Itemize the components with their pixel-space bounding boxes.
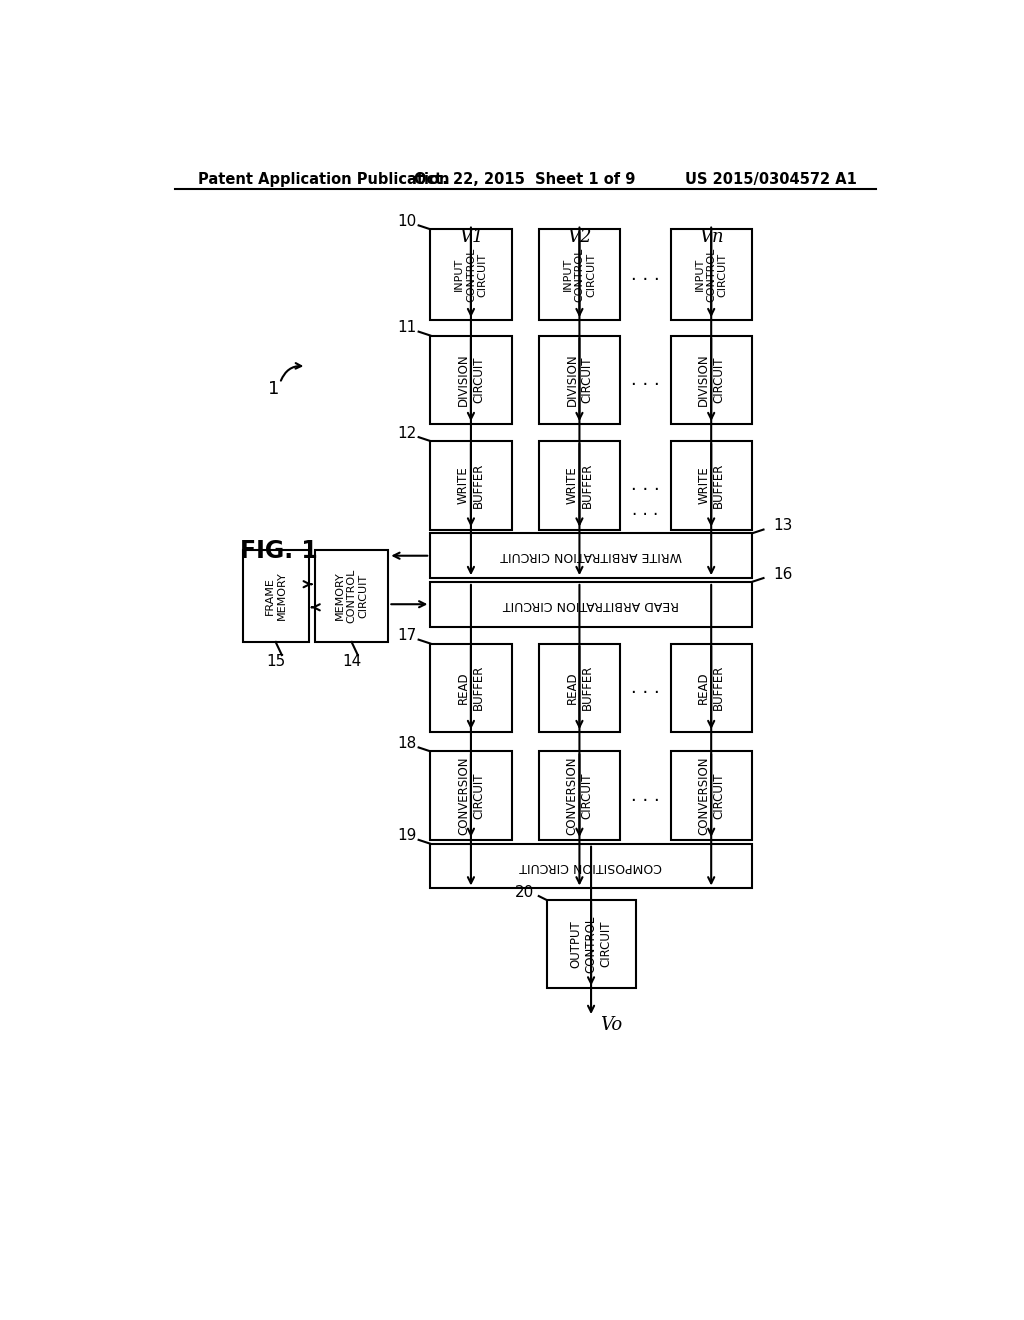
Text: WRITE
BUFFER: WRITE BUFFER (697, 462, 725, 508)
Bar (539, 230, 621, 321)
Text: 11: 11 (397, 321, 417, 335)
Bar (539, 751, 621, 840)
Text: OUTPUT
CONTROL
CIRCUIT: OUTPUT CONTROL CIRCUIT (569, 916, 612, 973)
Text: . . .: . . . (631, 678, 659, 697)
Bar (547, 900, 636, 989)
Text: WRITE
BUFFER: WRITE BUFFER (565, 462, 594, 508)
Bar (671, 751, 752, 840)
Text: . . .: . . . (632, 500, 658, 519)
Text: FIG. 1: FIG. 1 (241, 539, 318, 564)
Text: CONVERSION
CIRCUIT: CONVERSION CIRCUIT (697, 756, 725, 834)
Text: CONVERSION
CIRCUIT: CONVERSION CIRCUIT (565, 756, 594, 834)
Text: . . .: . . . (631, 371, 659, 389)
Text: FRAME
MEMORY: FRAME MEMORY (265, 572, 287, 620)
Text: 16: 16 (773, 566, 793, 582)
Text: DIVISION
CIRCUIT: DIVISION CIRCUIT (457, 354, 485, 407)
Text: 1: 1 (268, 380, 280, 399)
Bar (430, 335, 512, 424)
Text: . . .: . . . (631, 265, 659, 284)
Text: INPUT
CONTROL
CIRCUIT: INPUT CONTROL CIRCUIT (563, 247, 596, 302)
Bar (430, 843, 752, 888)
Bar (539, 644, 621, 733)
Text: Vo: Vo (600, 1015, 623, 1034)
Text: 13: 13 (773, 519, 793, 533)
Text: Oct. 22, 2015  Sheet 1 of 9: Oct. 22, 2015 Sheet 1 of 9 (414, 172, 636, 186)
Bar (314, 549, 388, 642)
Text: READ
BUFFER: READ BUFFER (697, 665, 725, 710)
Text: CONVERSION
CIRCUIT: CONVERSION CIRCUIT (457, 756, 485, 834)
Bar (671, 644, 752, 733)
Text: 14: 14 (342, 653, 361, 669)
Text: Patent Application Publication: Patent Application Publication (198, 172, 450, 186)
Text: US 2015/0304572 A1: US 2015/0304572 A1 (685, 172, 856, 186)
Text: DIVISION
CIRCUIT: DIVISION CIRCUIT (697, 354, 725, 407)
Text: 19: 19 (397, 829, 417, 843)
Bar (243, 549, 308, 642)
Bar (671, 230, 752, 321)
Text: DIVISION
CIRCUIT: DIVISION CIRCUIT (565, 354, 594, 407)
Text: 10: 10 (397, 214, 417, 230)
Bar (539, 441, 621, 529)
Text: INPUT
CONTROL
CIRCUIT: INPUT CONTROL CIRCUIT (694, 247, 728, 302)
Bar (671, 335, 752, 424)
Text: WRITE
BUFFER: WRITE BUFFER (457, 462, 485, 508)
Text: 20: 20 (515, 884, 535, 900)
Text: V2: V2 (567, 228, 592, 246)
Bar (430, 582, 752, 627)
Text: Vn: Vn (698, 228, 724, 246)
Bar (430, 533, 752, 578)
Text: 17: 17 (397, 628, 417, 643)
Text: READ
BUFFER: READ BUFFER (565, 665, 594, 710)
Text: INPUT
CONTROL
CIRCUIT: INPUT CONTROL CIRCUIT (455, 247, 487, 302)
Text: . . .: . . . (631, 787, 659, 805)
Bar (430, 230, 512, 321)
Text: 18: 18 (397, 737, 417, 751)
Bar (430, 644, 512, 733)
Bar (539, 335, 621, 424)
Text: READ
BUFFER: READ BUFFER (457, 665, 485, 710)
Text: 15: 15 (266, 653, 286, 669)
Text: . . .: . . . (631, 477, 659, 494)
Bar (430, 751, 512, 840)
Text: COMPOSITION CIRCUIT: COMPOSITION CIRCUIT (520, 859, 663, 873)
Text: 12: 12 (397, 426, 417, 441)
Text: READ ARBITRATION CIRCUIT: READ ARBITRATION CIRCUIT (503, 598, 679, 611)
Text: WRITE ARBITRATION CIRCUIT: WRITE ARBITRATION CIRCUIT (500, 549, 682, 562)
Text: V1: V1 (459, 228, 483, 246)
Text: MEMORY
CONTROL
CIRCUIT: MEMORY CONTROL CIRCUIT (335, 569, 369, 623)
Bar (430, 441, 512, 529)
Bar (671, 441, 752, 529)
